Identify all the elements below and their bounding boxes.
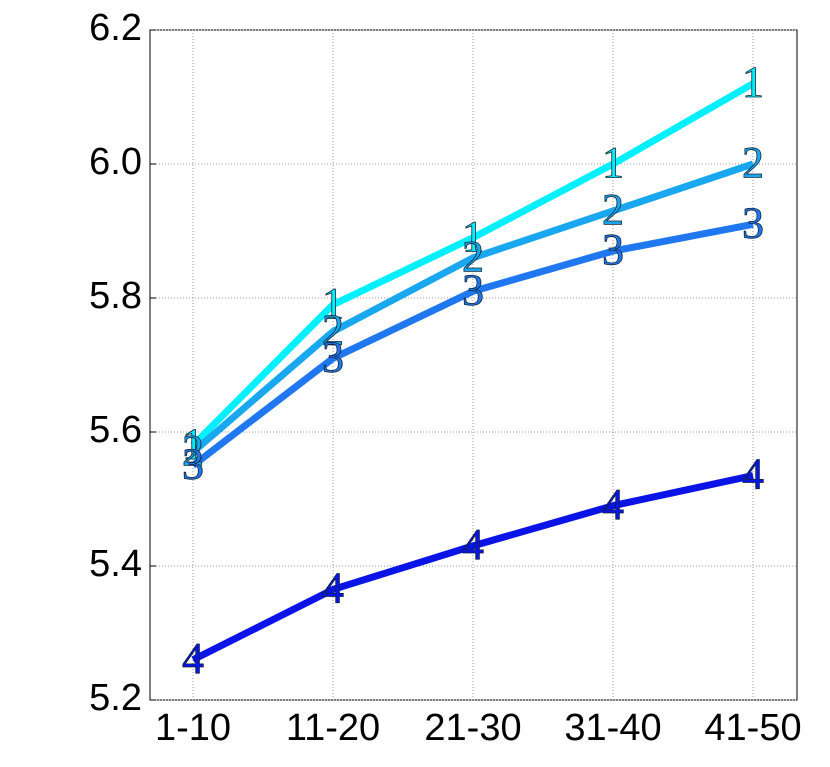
y-tick-label: 5.8 [89, 275, 142, 317]
point-marker: 4 [462, 520, 484, 569]
point-marker: 3 [322, 332, 344, 381]
point-marker: 4 [322, 564, 344, 613]
series-line [190, 220, 754, 469]
x-tick-label: 21-30 [424, 707, 521, 749]
point-marker: 4 [182, 634, 204, 683]
point-marker: 1 [742, 58, 764, 107]
y-tick-label: 5.2 [89, 677, 142, 719]
x-tick-label: 11-20 [286, 707, 380, 749]
y-tick-label: 5.6 [89, 409, 142, 451]
point-marker: 3 [742, 198, 764, 247]
plot-frame [149, 29, 798, 701]
series-line [191, 472, 754, 663]
point-marker: 3 [602, 225, 624, 274]
x-tick-label: 1-10 [155, 707, 231, 749]
point-marker: 1 [602, 138, 624, 187]
point-marker: 4 [602, 480, 624, 529]
series-line [190, 80, 755, 448]
point-marker: 1 [462, 212, 484, 261]
y-tick-label: 6.2 [89, 7, 142, 49]
point-marker: 2 [462, 232, 484, 281]
point-marker: 2 [322, 306, 344, 355]
y-tick-label: 6.0 [89, 141, 142, 183]
point-marker: 2 [602, 185, 624, 234]
series-line [190, 160, 755, 455]
point-marker: 2 [182, 426, 204, 475]
point-marker: 4 [742, 450, 764, 499]
x-tick-label: 31-40 [564, 707, 661, 749]
point-marker: 3 [182, 440, 204, 489]
point-marker: 1 [322, 279, 344, 328]
y-tick-label: 5.4 [89, 543, 142, 585]
point-marker: 2 [742, 138, 764, 187]
point-marker: 3 [462, 265, 484, 314]
point-marker: 1 [182, 419, 204, 468]
x-tick-label: 41-50 [704, 707, 801, 749]
